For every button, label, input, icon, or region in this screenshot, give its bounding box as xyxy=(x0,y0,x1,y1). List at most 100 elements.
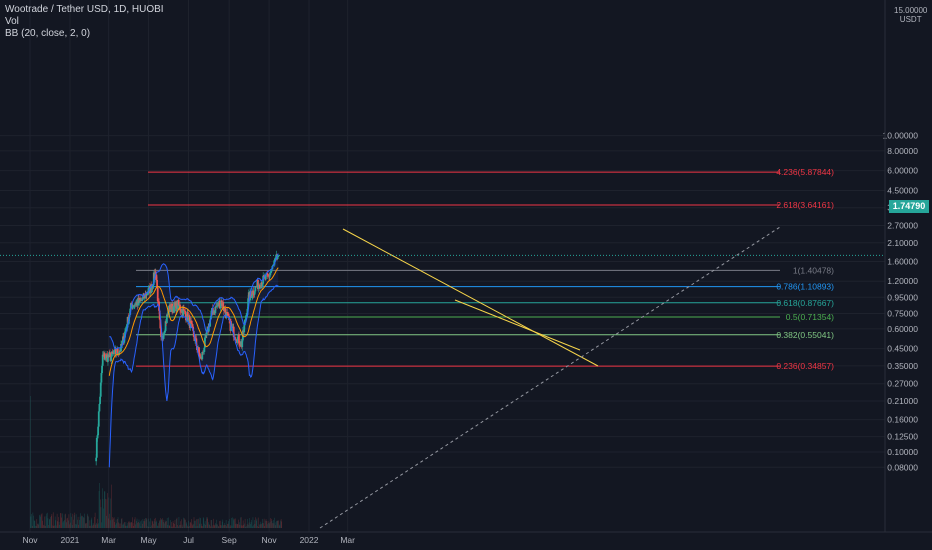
volume-bar xyxy=(269,521,271,528)
volume-bar xyxy=(34,520,36,528)
volume-bar xyxy=(215,523,216,528)
candle-body xyxy=(276,256,279,259)
candle-body xyxy=(267,274,270,276)
candle-body xyxy=(184,310,187,315)
candle-body xyxy=(95,437,98,458)
volume-bar xyxy=(77,519,78,528)
volume-bar xyxy=(255,517,256,528)
volume-bar xyxy=(55,520,57,528)
symbol-title[interactable]: Wootrade / Tether USD, 1D, HUOBI xyxy=(5,4,164,15)
volume-indicator-label[interactable]: Vol xyxy=(5,16,19,27)
candle-body xyxy=(162,333,165,339)
volume-bar xyxy=(180,524,182,528)
fib-level-label: 0.5(0.71354) xyxy=(786,312,834,322)
volume-bar xyxy=(170,520,171,528)
volume-bar xyxy=(145,517,146,528)
volume-bar xyxy=(88,516,89,528)
volume-bar xyxy=(216,519,217,528)
volume-bar xyxy=(217,526,219,528)
volume-bar xyxy=(192,525,193,528)
candle-body xyxy=(164,330,166,333)
volume-bar xyxy=(107,493,108,528)
volume-bar xyxy=(278,524,280,528)
candle-body xyxy=(113,349,116,354)
bollinger-indicator-label[interactable]: BB (20, close, 2, 0) xyxy=(5,28,91,39)
volume-bar xyxy=(257,517,259,528)
volume-bar xyxy=(52,512,54,528)
volume-bar xyxy=(140,526,142,528)
volume-bar xyxy=(48,525,49,528)
price-tick: 0.60000 xyxy=(887,324,918,334)
volume-bar xyxy=(85,523,86,528)
volume-bar xyxy=(73,515,75,528)
volume-bar xyxy=(139,523,140,528)
volume-bar xyxy=(208,522,209,528)
candle-body xyxy=(245,315,248,316)
volume-bar xyxy=(191,523,193,528)
volume-bar xyxy=(111,519,113,528)
volume-bar xyxy=(208,524,210,528)
candle-body xyxy=(138,297,141,303)
volume-bar xyxy=(251,519,252,528)
volume-bar xyxy=(102,498,104,528)
candle-body xyxy=(253,291,256,295)
volume-bar xyxy=(238,522,240,528)
fib-level-label: 0.618(0.87667) xyxy=(776,298,834,308)
volume-bar xyxy=(93,524,95,528)
volume-bar xyxy=(185,523,187,528)
volume-bar xyxy=(176,517,178,528)
candle-body xyxy=(234,337,236,339)
volume-bar xyxy=(281,521,283,528)
volume-bar xyxy=(124,525,126,528)
volume-bar xyxy=(79,520,80,528)
volume-bar xyxy=(104,491,105,528)
candle-body xyxy=(116,348,119,354)
price-tick: 0.35000 xyxy=(887,361,918,371)
volume-bar xyxy=(240,517,242,528)
volume-bar xyxy=(204,523,205,528)
volume-bar xyxy=(187,525,188,528)
volume-bar xyxy=(154,518,155,528)
candle-body xyxy=(254,286,257,292)
volume-bar xyxy=(181,519,182,528)
volume-bar xyxy=(126,525,127,528)
fib-level-label: 4.236(5.87844) xyxy=(776,167,834,177)
volume-bar xyxy=(189,522,191,528)
volume-bar xyxy=(73,519,74,528)
bollinger-band-fill xyxy=(109,253,279,468)
volume-bar xyxy=(69,524,70,528)
volume-bar xyxy=(68,514,70,528)
volume-bar xyxy=(130,522,131,528)
volume-bar xyxy=(239,524,241,528)
candle-body xyxy=(198,352,201,358)
volume-bar xyxy=(100,499,101,528)
candle-body xyxy=(238,334,240,344)
volume-bar xyxy=(210,526,211,528)
fib-level-label: 0.382(0.55041) xyxy=(776,330,834,340)
volume-bar xyxy=(130,522,132,528)
candle-body xyxy=(214,306,217,314)
price-tick: 0.45000 xyxy=(887,344,918,354)
volume-bar xyxy=(72,513,74,528)
volume-bar xyxy=(140,521,141,528)
volume-bar xyxy=(231,517,232,528)
volume-bar xyxy=(173,523,174,528)
candle-body xyxy=(246,308,249,316)
volume-bar xyxy=(71,525,73,528)
volume-bar xyxy=(195,526,197,528)
volume-bar xyxy=(54,525,55,528)
candle-body xyxy=(190,323,193,325)
candle-body xyxy=(101,354,104,366)
volume-bar xyxy=(58,517,59,528)
volume-bar xyxy=(143,519,145,528)
volume-bar xyxy=(195,520,196,528)
volume-bar xyxy=(259,524,260,528)
volume-bar xyxy=(86,513,88,528)
candle-body xyxy=(245,315,248,320)
candle-body xyxy=(97,426,100,436)
volume-bar xyxy=(94,512,96,528)
volume-bar xyxy=(159,521,160,528)
candle-body xyxy=(164,321,167,331)
time-tick: Mar xyxy=(340,535,355,545)
